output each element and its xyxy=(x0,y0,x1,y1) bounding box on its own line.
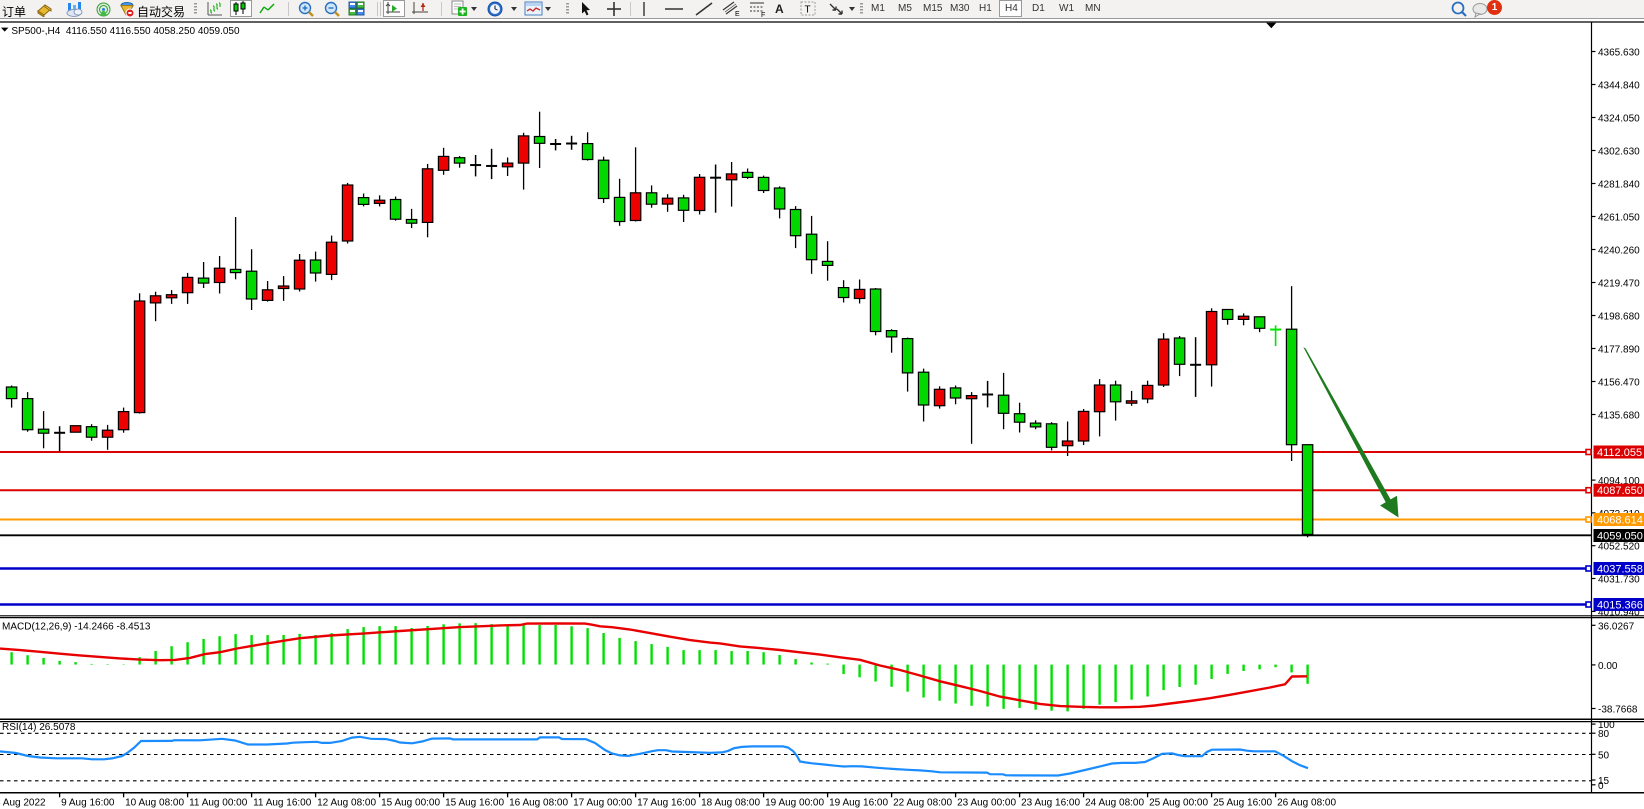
svg-text:4087.650: 4087.650 xyxy=(1597,485,1643,497)
svg-text:4261.050: 4261.050 xyxy=(1598,213,1640,224)
svg-text:19 Aug 00:00: 19 Aug 00:00 xyxy=(765,798,824,809)
svg-text:4059.050: 4059.050 xyxy=(1597,531,1643,543)
svg-text:19 Aug 16:00: 19 Aug 16:00 xyxy=(829,798,888,809)
svg-text:23 Aug 16:00: 23 Aug 16:00 xyxy=(1021,798,1080,809)
svg-text:4031.730: 4031.730 xyxy=(1598,575,1640,586)
svg-text:50: 50 xyxy=(1598,750,1610,761)
svg-text:4324.050: 4324.050 xyxy=(1598,114,1640,125)
svg-text:100: 100 xyxy=(1598,720,1615,731)
svg-text:4302.630: 4302.630 xyxy=(1598,147,1640,158)
svg-text:T: T xyxy=(805,5,811,16)
svg-text:10 Aug 08:00: 10 Aug 08:00 xyxy=(125,798,184,809)
svg-text:26 Aug 08:00: 26 Aug 08:00 xyxy=(1277,798,1336,809)
svg-text:18 Aug 08:00: 18 Aug 08:00 xyxy=(701,798,760,809)
svg-text:80: 80 xyxy=(1598,729,1610,740)
svg-text:4010.940: 4010.940 xyxy=(1598,607,1640,618)
svg-text:4015.366: 4015.366 xyxy=(1597,600,1643,612)
svg-text:0: 0 xyxy=(1598,781,1604,792)
svg-text:24 Aug 08:00: 24 Aug 08:00 xyxy=(1085,798,1144,809)
svg-text:25 Aug 00:00: 25 Aug 00:00 xyxy=(1149,798,1208,809)
svg-text:9 Aug 16:00: 9 Aug 16:00 xyxy=(61,798,115,809)
svg-text:E: E xyxy=(735,11,740,18)
svg-text:11 Aug 00:00: 11 Aug 00:00 xyxy=(189,798,248,809)
svg-text:4240.260: 4240.260 xyxy=(1598,246,1640,257)
svg-text:17 Aug 16:00: 17 Aug 16:00 xyxy=(637,798,696,809)
svg-text:12 Aug 08:00: 12 Aug 08:00 xyxy=(317,798,376,809)
svg-text:4281.840: 4281.840 xyxy=(1598,180,1640,191)
svg-text:16 Aug 08:00: 16 Aug 08:00 xyxy=(509,798,568,809)
svg-text:4219.470: 4219.470 xyxy=(1598,279,1640,290)
svg-text:8 Aug 2022: 8 Aug 2022 xyxy=(0,798,46,809)
svg-text:4344.840: 4344.840 xyxy=(1598,81,1640,92)
svg-text:4052.520: 4052.520 xyxy=(1598,542,1640,553)
svg-text:36.0267: 36.0267 xyxy=(1598,621,1635,632)
svg-text:4365.630: 4365.630 xyxy=(1598,48,1640,59)
svg-text:15: 15 xyxy=(1598,776,1610,787)
svg-text:4156.470: 4156.470 xyxy=(1598,378,1640,389)
svg-text:4198.680: 4198.680 xyxy=(1598,312,1640,323)
svg-text:4135.680: 4135.680 xyxy=(1598,411,1640,422)
svg-text:25 Aug 16:00: 25 Aug 16:00 xyxy=(1213,798,1272,809)
svg-text:4094.100: 4094.100 xyxy=(1598,476,1640,487)
svg-text:23 Aug 00:00: 23 Aug 00:00 xyxy=(957,798,1016,809)
svg-text:RSI(14) 26.5078: RSI(14) 26.5078 xyxy=(2,722,76,733)
svg-text:17 Aug 00:00: 17 Aug 00:00 xyxy=(573,798,632,809)
svg-text:-38.7668: -38.7668 xyxy=(1598,705,1638,716)
svg-text:F: F xyxy=(761,12,765,18)
svg-text:15 Aug 16:00: 15 Aug 16:00 xyxy=(445,798,504,809)
svg-text:MACD(12,26,9) -14.2466 -8.4513: MACD(12,26,9) -14.2466 -8.4513 xyxy=(2,622,151,633)
svg-text:15 Aug 00:00: 15 Aug 00:00 xyxy=(381,798,440,809)
svg-text:0.00: 0.00 xyxy=(1598,661,1618,672)
svg-text:11 Aug 16:00: 11 Aug 16:00 xyxy=(253,798,312,809)
svg-text:4177.890: 4177.890 xyxy=(1598,345,1640,356)
svg-text:4112.055: 4112.055 xyxy=(1597,447,1642,459)
svg-text:22 Aug 08:00: 22 Aug 08:00 xyxy=(893,798,952,809)
svg-text:4037.558: 4037.558 xyxy=(1597,564,1643,576)
svg-text:4068.614: 4068.614 xyxy=(1597,515,1643,527)
svg-text:SP500-,H4 4116.550 4116.550 4: SP500-,H4 4116.550 4116.550 4058.250 405… xyxy=(11,26,240,37)
